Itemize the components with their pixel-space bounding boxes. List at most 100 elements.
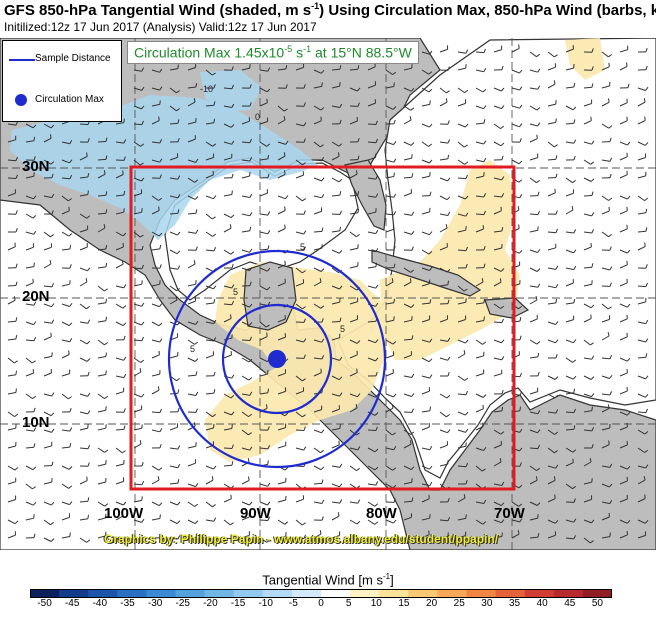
wind-barb-flag	[410, 269, 415, 273]
wind-barb	[241, 230, 250, 233]
wind-barb	[547, 429, 555, 435]
wind-barb-flag	[159, 86, 163, 91]
wind-barb-flag	[230, 314, 232, 319]
wind-barb	[583, 103, 592, 107]
wind-barb-flag	[447, 280, 449, 285]
wind-barb	[259, 483, 268, 487]
wind-barb	[79, 537, 87, 543]
colorbar-tick-label: -25	[175, 598, 190, 609]
wind-barb-flag	[230, 395, 235, 399]
wind-barb-flag	[482, 341, 487, 345]
wind-barb	[619, 411, 628, 416]
wind-barb	[529, 123, 538, 127]
wind-barb	[439, 536, 448, 539]
wind-barb	[259, 87, 268, 93]
wind-barb-flag	[535, 476, 538, 481]
wind-barb-flag	[51, 210, 54, 215]
wind-barb	[7, 338, 16, 341]
positive-tangential-wind-ne	[565, 38, 605, 80]
wind-barb	[421, 534, 430, 539]
wind-barb	[43, 537, 52, 542]
wind-barb-flag	[339, 356, 343, 361]
wind-barb	[241, 120, 250, 125]
wind-barb	[295, 231, 304, 235]
wind-barb	[79, 500, 89, 503]
wind-barb	[547, 141, 555, 148]
wind-barb	[115, 246, 124, 251]
wind-barb-flag	[573, 339, 577, 344]
wind-barb-flag	[428, 465, 433, 470]
wind-barb	[169, 105, 177, 112]
colorbar-tick-label: 25	[453, 598, 465, 609]
wind-barb	[637, 498, 646, 503]
wind-barb-flag	[230, 522, 234, 526]
wind-barb-flag	[141, 462, 144, 467]
wind-barb-flag	[572, 106, 577, 111]
wind-barb	[97, 447, 105, 453]
wind-barb-flag	[554, 54, 558, 58]
wind-barb-flag	[393, 158, 397, 163]
wind-barb-flag	[141, 518, 145, 523]
wind-barb-flag	[104, 503, 109, 507]
wind-barb	[295, 447, 304, 451]
wind-barb-flag	[177, 137, 180, 143]
colorbar-tick-label: -30	[147, 598, 163, 609]
wind-barb	[583, 231, 592, 234]
wind-barb	[547, 393, 556, 399]
wind-barb-flag	[231, 66, 234, 71]
wind-barb	[637, 87, 646, 91]
wind-barb-flag	[177, 321, 181, 326]
wind-barb	[529, 229, 538, 233]
wind-barb	[565, 302, 574, 305]
wind-barb-flag	[465, 390, 469, 395]
wind-barb-flag	[321, 194, 325, 199]
wind-barb	[25, 483, 33, 490]
wind-barb	[133, 267, 143, 270]
wind-barb	[457, 429, 466, 433]
colorbar-swatch	[379, 589, 409, 598]
wind-barb	[403, 157, 412, 161]
wind-barb	[169, 267, 178, 270]
wind-barb-flag	[51, 303, 55, 308]
wind-barb	[169, 122, 179, 125]
wind-barb-flag	[357, 87, 361, 92]
wind-barb-flag	[375, 193, 379, 198]
wind-barb-flag	[410, 304, 415, 308]
colorbar-tick-label: 45	[564, 598, 576, 609]
wind-barb	[115, 321, 124, 327]
wind-barb-flag	[159, 533, 162, 538]
wind-barb	[151, 389, 160, 395]
wind-barb	[349, 301, 358, 305]
wind-barb	[385, 302, 394, 305]
wind-barb	[187, 67, 196, 71]
wind-barb-flag	[374, 466, 379, 471]
wind-barb-flag	[429, 231, 433, 236]
wind-barb	[133, 105, 142, 110]
wind-barb	[601, 393, 610, 396]
wind-barb	[529, 411, 538, 415]
wind-barb	[187, 195, 196, 200]
wind-barb-flag	[555, 354, 558, 359]
wind-barb-flag	[555, 118, 557, 123]
wind-barb-flag	[609, 499, 613, 504]
sample-circle-inner	[221, 303, 333, 415]
wind-barb	[421, 211, 430, 215]
wind-barb-flag	[573, 298, 576, 303]
wind-barb	[97, 481, 106, 485]
wind-barb-flag	[446, 394, 451, 399]
wind-barb	[619, 519, 628, 524]
colorbar-swatch	[321, 589, 351, 598]
wind-barb	[331, 230, 340, 233]
contour-label: 5	[190, 344, 195, 354]
wind-barb-flag	[375, 262, 377, 267]
wind-barb	[331, 177, 340, 183]
wind-barb-flag	[285, 64, 288, 70]
wind-barb-flag	[501, 318, 504, 323]
wind-barb	[223, 447, 233, 449]
wind-barb-flag	[500, 268, 505, 272]
wind-barb-flag	[267, 445, 271, 450]
wind-barb-flag	[211, 72, 216, 76]
wind-barb	[151, 159, 160, 163]
wind-barb	[511, 519, 520, 523]
wind-barb	[403, 267, 411, 273]
